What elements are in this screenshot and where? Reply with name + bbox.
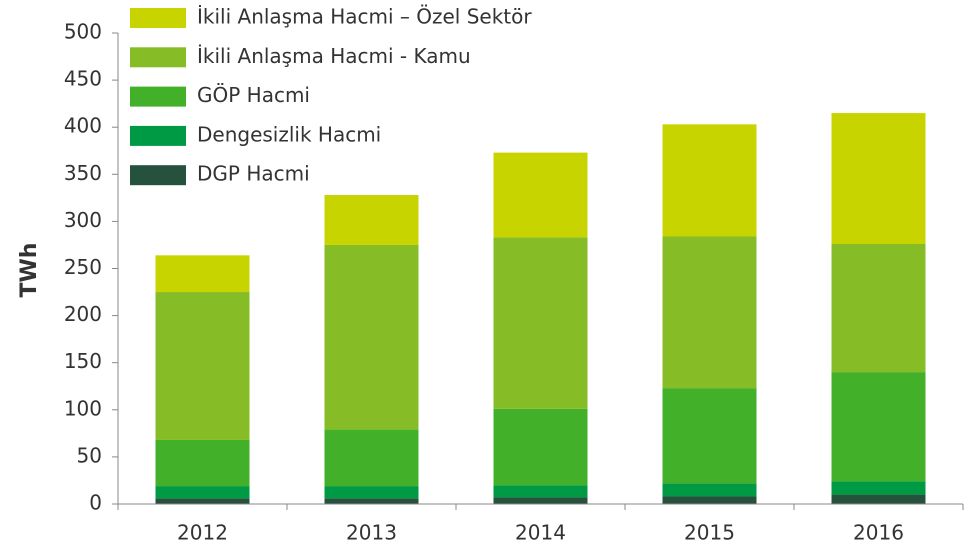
bar-segment (155, 498, 250, 504)
bar-segment (155, 255, 250, 293)
legend-label: Dengesizlik Hacmi (197, 122, 381, 146)
y-tick-label: 500 (64, 20, 102, 44)
y-tick-label: 50 (77, 443, 102, 467)
y-tick-label: 300 (64, 208, 102, 232)
y-tick-label: 350 (64, 161, 102, 185)
x-tick-label: 2013 (346, 521, 397, 545)
bar-segment (831, 244, 926, 373)
y-tick-label: 100 (64, 396, 102, 420)
bar-segment (155, 486, 250, 499)
y-axis-label: TWh (17, 243, 42, 298)
bar-segment (324, 486, 419, 499)
bar-segment (493, 497, 588, 504)
y-tick-label: 400 (64, 114, 102, 138)
legend-swatch (130, 125, 186, 146)
bar-segment (831, 494, 926, 504)
bar-segment (831, 113, 926, 245)
bar-segment (662, 388, 757, 484)
bar-segment (493, 152, 588, 238)
legend-swatch (130, 8, 186, 28)
y-tick-label: 250 (64, 255, 102, 279)
bar-segment (324, 498, 419, 504)
legend-label: DGP Hacmi (197, 162, 310, 186)
bar-segment (324, 195, 419, 245)
bar-segment (831, 481, 926, 495)
bar-segment (662, 124, 757, 237)
x-tick-label: 2012 (177, 521, 228, 545)
legend-swatch (130, 86, 186, 107)
bar-segment (493, 485, 588, 498)
bar-segment (493, 237, 588, 409)
bar-segment (155, 292, 250, 440)
bar-segment (662, 236, 757, 389)
legend-swatch (130, 165, 186, 186)
y-tick-label: 0 (89, 491, 102, 515)
y-tick-label: 200 (64, 302, 102, 326)
bar-segment (155, 439, 250, 487)
y-tick-label: 450 (64, 67, 102, 91)
legend-label: İkili Anlaşma Hacmi – Özel Sektör (197, 5, 532, 29)
x-tick-label: 2015 (684, 521, 735, 545)
bar-segment (831, 372, 926, 482)
legend-label: İkili Anlaşma Hacmi - Kamu (197, 44, 471, 68)
y-tick-label: 150 (64, 349, 102, 373)
legend-label: GÖP Hacmi (197, 83, 310, 107)
legend-swatch (130, 47, 186, 68)
bar-segment (324, 244, 419, 430)
bar-segment (324, 429, 419, 487)
x-tick-label: 2014 (515, 521, 566, 545)
bar-segment (493, 408, 588, 486)
bar-segment (662, 483, 757, 497)
bar-segment (662, 496, 757, 504)
x-tick-label: 2016 (853, 521, 904, 545)
